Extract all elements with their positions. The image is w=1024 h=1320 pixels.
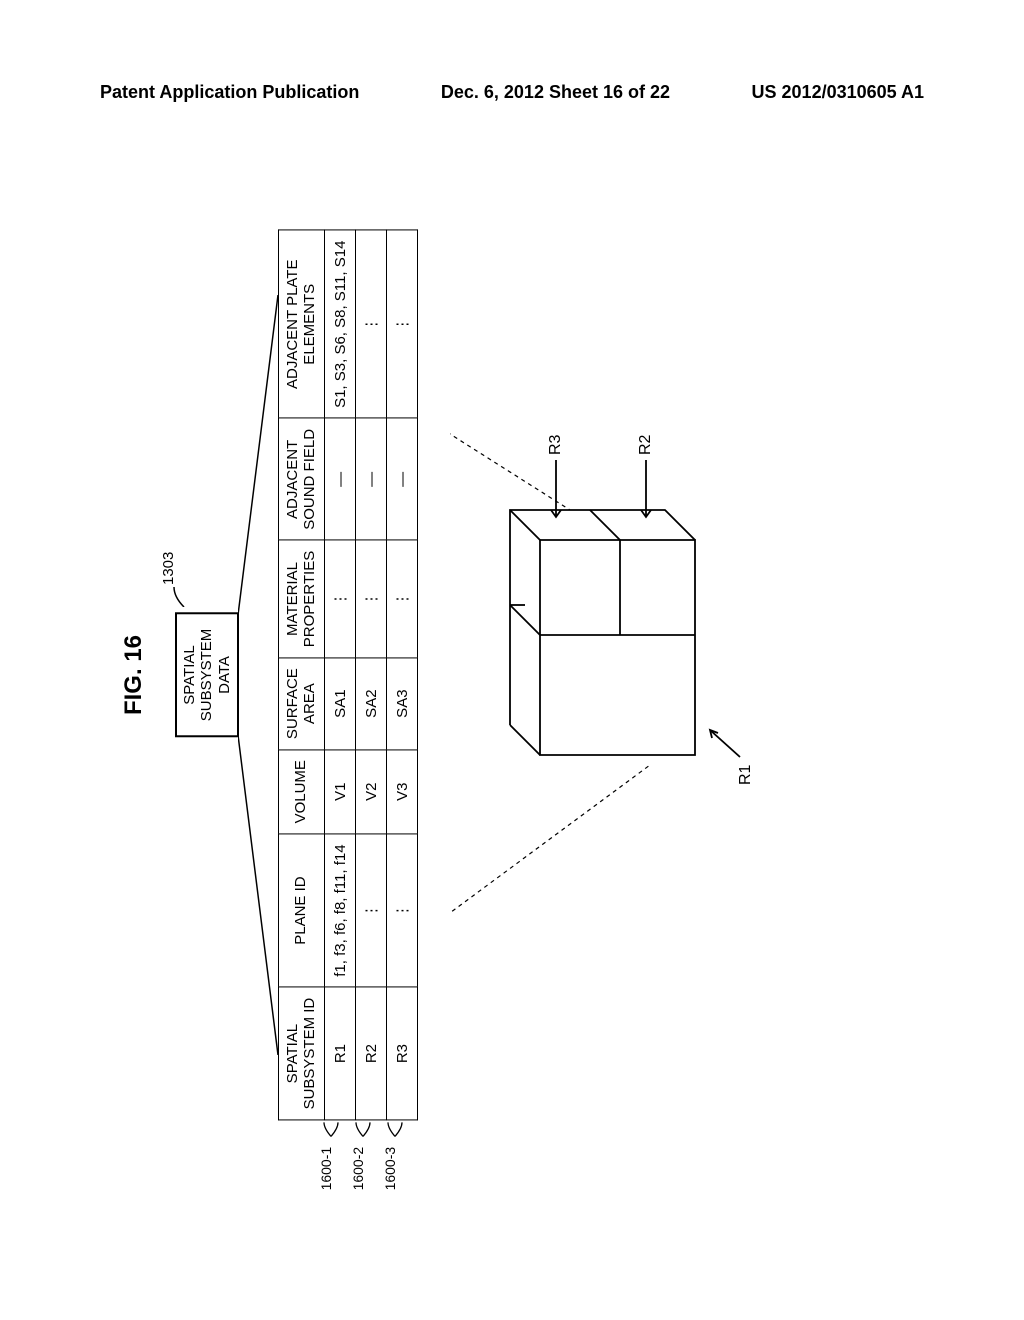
- 3d-room-diagram: R1 R3 R2: [450, 335, 810, 1015]
- th-surface-area: SURFACEAREA: [279, 658, 325, 750]
- th-volume: VOLUME: [279, 750, 325, 834]
- spatial-subsystem-data-box: SPATIAL SUBSYSTEM DATA: [175, 613, 239, 738]
- diag-label-r2: R2: [637, 434, 654, 455]
- figure-16: FIG. 16 1303 SPATIAL SUBSYSTEM DATA 1600…: [10, 285, 1010, 1065]
- row-label-1600-2: 1600-2: [350, 1147, 366, 1191]
- diag-label-r3: R3: [547, 434, 564, 455]
- table-row: R1 f1, f3, f6, f8, f11, f14 V1 SA1 ⋮ — S…: [325, 230, 356, 1120]
- th-material: MATERIALPROPERTIES: [279, 540, 325, 657]
- ssd-ref-number: 1303: [160, 552, 177, 585]
- data-table: SPATIALSUBSYSTEM ID PLANE ID VOLUME SURF…: [278, 230, 418, 1121]
- table-row: R3 ⋮ V3 SA3 ⋮ — ⋮: [387, 230, 418, 1120]
- th-plane-id: PLANE ID: [279, 834, 325, 987]
- th-adj-sound: ADJACENTSOUND FIELD: [279, 418, 325, 540]
- table-row: R2 ⋮ V2 SA2 ⋮ — ⋮: [356, 230, 387, 1120]
- diag-label-r1: R1: [737, 764, 754, 785]
- th-subsystem-id: SPATIALSUBSYSTEM ID: [279, 987, 325, 1120]
- row-label-1600-1: 1600-1: [318, 1147, 334, 1191]
- row-label-1600-3: 1600-3: [382, 1147, 398, 1191]
- th-adj-plate: ADJACENT PLATEELEMENTS: [279, 230, 325, 418]
- spatial-subsystem-table: 1600-1 1600-2 1600-3 SPATIALSUBSYSTEM ID…: [278, 230, 418, 1121]
- box-to-table-lines: [238, 295, 278, 1055]
- figure-label: FIG. 16: [120, 635, 148, 715]
